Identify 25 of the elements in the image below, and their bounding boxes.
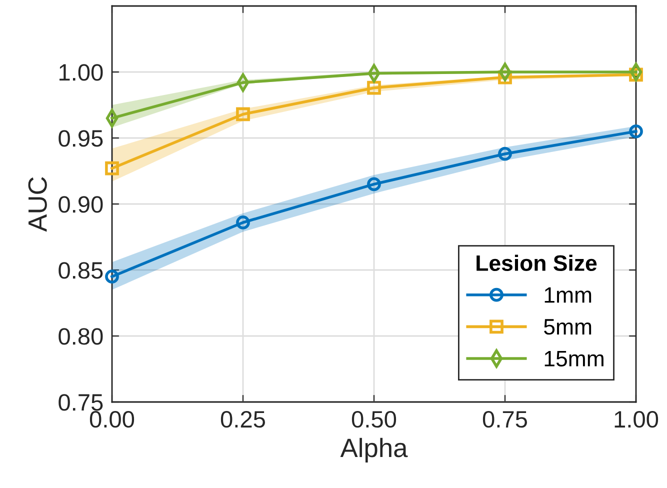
point bbox=[367, 177, 381, 192]
x-tick-label: 0.00 bbox=[90, 410, 134, 428]
x-tick-label: 0.75 bbox=[482, 410, 527, 428]
x-axis-title: Alpha bbox=[340, 438, 408, 462]
y-tick-label: 1.00 bbox=[60, 64, 103, 81]
point bbox=[629, 124, 643, 138]
point bbox=[105, 161, 119, 176]
y-tick-label: 0.95 bbox=[58, 130, 103, 147]
y-tick-label: 0.75 bbox=[58, 394, 103, 411]
point bbox=[236, 107, 250, 122]
y-tick-label: 0.90 bbox=[58, 196, 103, 213]
x-tick-label: 0.25 bbox=[220, 410, 265, 428]
y-axis-title: AUC bbox=[28, 177, 47, 232]
y-tick-label: 0.85 bbox=[58, 262, 103, 279]
point bbox=[498, 146, 512, 161]
x-tick-label: 1.00 bbox=[614, 410, 658, 428]
legend-title: Lesion Size bbox=[476, 254, 597, 272]
point bbox=[236, 216, 250, 230]
legend-label: 1mm bbox=[544, 287, 592, 303]
y-tick-label: 0.80 bbox=[58, 328, 103, 345]
x-tick-label: 0.50 bbox=[352, 410, 396, 428]
legend-label: 5mm bbox=[544, 319, 592, 335]
point bbox=[105, 270, 119, 284]
legend-label: 15mm bbox=[544, 350, 604, 366]
point bbox=[367, 80, 381, 95]
